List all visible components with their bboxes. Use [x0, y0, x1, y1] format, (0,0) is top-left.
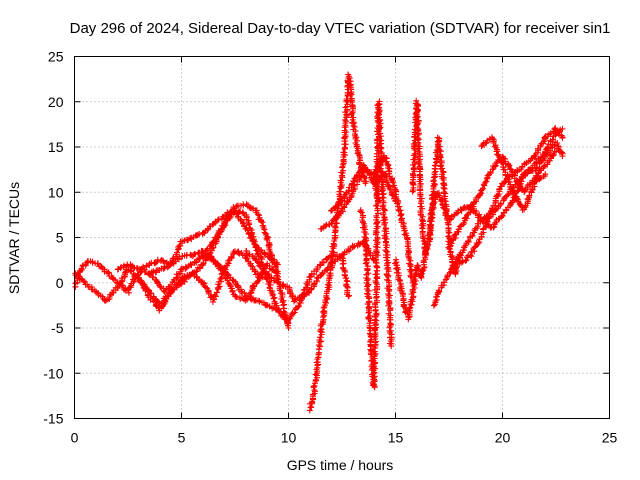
chart-title: Day 296 of 2024, Sidereal Day-to-day VTE…: [70, 20, 611, 37]
data-point-markers: [317, 165, 383, 232]
data-point-markers: [371, 152, 417, 286]
y-axis-label: SDTVAR / TECUs: [6, 182, 22, 294]
data-point-markers: [478, 134, 549, 213]
data-point-markers: [114, 208, 281, 273]
series-t3: [114, 208, 281, 273]
data-markers: [72, 71, 566, 414]
series-t12: [371, 152, 417, 286]
x-tick-label: 20: [495, 430, 511, 446]
y-tick-label: -10: [43, 365, 63, 381]
series-t18: [478, 134, 549, 213]
x-tick-label: 0: [71, 430, 79, 446]
y-tick-label: -15: [43, 411, 63, 427]
x-axis-label: GPS time / hours: [287, 457, 394, 473]
series-t4: [135, 248, 271, 309]
series-t15: [430, 125, 566, 309]
series-t16: [445, 125, 566, 251]
x-tick-label: 25: [602, 430, 618, 446]
series-t9: [317, 165, 383, 232]
plot-frame: [74, 56, 610, 419]
y-tick-label: 10: [48, 184, 64, 200]
data-point-markers: [243, 247, 352, 305]
series-t8: [306, 71, 370, 414]
x-tick-label: 15: [388, 430, 404, 446]
y-tick-label: 5: [56, 230, 64, 246]
data-point-markers: [135, 248, 271, 309]
grid-lines: [74, 56, 610, 419]
x-tick-label: 10: [281, 430, 297, 446]
series-t14: [409, 97, 464, 278]
y-tick-label: 15: [48, 139, 64, 155]
y-tick-label: -5: [51, 320, 64, 336]
x-tick-label: 5: [178, 430, 186, 446]
series-t7: [243, 247, 352, 305]
y-tick-label: 25: [48, 49, 64, 65]
y-tick-label: 20: [48, 94, 64, 110]
data-point-markers: [409, 97, 464, 278]
data-point-markers: [306, 71, 370, 414]
y-tick-label: 0: [56, 275, 64, 291]
data-point-markers: [430, 125, 566, 309]
data-point-markers: [445, 125, 566, 251]
